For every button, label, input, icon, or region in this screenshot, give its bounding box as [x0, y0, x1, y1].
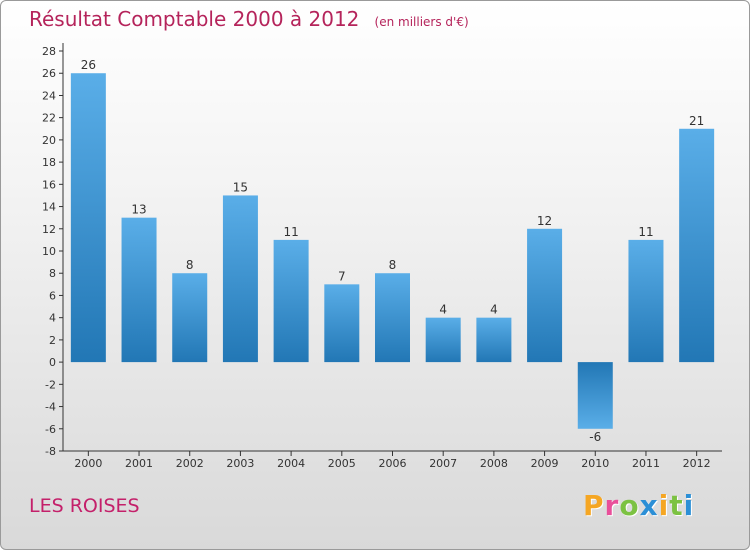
y-tick-label: -8 [45, 445, 56, 458]
bar [577, 362, 613, 429]
data-label: 4 [439, 303, 447, 317]
data-label: 11 [283, 225, 298, 239]
y-tick-label: 0 [49, 356, 56, 369]
y-tick-label: 14 [42, 201, 56, 214]
data-label: -6 [589, 430, 601, 444]
y-tick-label: 22 [42, 112, 56, 125]
data-label: 8 [186, 258, 194, 272]
logo-letter: r [604, 489, 620, 522]
y-tick-label: -6 [45, 423, 56, 436]
chart-unit-label: (en milliers d'€) [374, 15, 469, 29]
data-label: 11 [638, 225, 653, 239]
bar [121, 217, 157, 363]
y-tick-label: -2 [45, 378, 56, 391]
data-label: 21 [689, 114, 704, 128]
x-tick-label: 2003 [226, 457, 254, 470]
x-tick-label: 2001 [125, 457, 153, 470]
data-label: 7 [338, 269, 346, 283]
data-label: 15 [233, 180, 248, 194]
x-tick-label: 2008 [480, 457, 508, 470]
bar [425, 317, 461, 363]
bar [476, 317, 512, 363]
y-tick-label: 28 [42, 45, 56, 58]
bar [324, 284, 360, 363]
logo-letter: x [639, 489, 659, 522]
x-tick-label: 2006 [379, 457, 407, 470]
data-label: 8 [389, 258, 397, 272]
bar [222, 195, 258, 363]
y-tick-label: -4 [45, 401, 56, 414]
y-tick-label: 24 [42, 89, 56, 102]
data-label: 4 [490, 303, 498, 317]
bar [679, 128, 715, 363]
x-tick-label: 2005 [328, 457, 356, 470]
x-tick-label: 2000 [74, 457, 102, 470]
bar [375, 273, 410, 363]
y-tick-label: 16 [42, 178, 56, 191]
x-tick-label: 2004 [277, 457, 305, 470]
x-tick-label: 2009 [531, 457, 559, 470]
y-tick-label: 10 [42, 245, 56, 258]
y-tick-label: 20 [42, 134, 56, 147]
y-tick-label: 2 [49, 334, 56, 347]
x-tick-label: 2002 [176, 457, 204, 470]
logo-letter: P [583, 489, 605, 522]
chart-title: Résultat Comptable 2000 à 2012 [29, 7, 360, 31]
x-tick-label: 2010 [581, 457, 609, 470]
logo-letter: i [683, 489, 695, 522]
chart-title-block: Résultat Comptable 2000 à 2012 (en milli… [29, 7, 469, 31]
y-tick-label: 26 [42, 67, 56, 80]
logo-letter: o [619, 489, 640, 522]
x-tick-label: 2011 [632, 457, 660, 470]
y-tick-label: 6 [49, 289, 56, 302]
bar [527, 228, 563, 363]
y-tick-label: 18 [42, 156, 56, 169]
commune-name: LES ROISES [29, 495, 140, 517]
bar [628, 239, 664, 363]
y-tick-label: 12 [42, 223, 56, 236]
bar [70, 73, 106, 363]
data-label: 13 [131, 203, 146, 217]
x-tick-label: 2007 [429, 457, 457, 470]
y-tick-label: 4 [49, 312, 56, 325]
logo-letter: t [669, 489, 684, 522]
bar [172, 273, 208, 363]
data-label: 26 [81, 58, 96, 72]
x-tick-label: 2012 [683, 457, 711, 470]
data-label: 12 [537, 214, 552, 228]
logo-letter: i [658, 489, 670, 522]
y-tick-label: 8 [49, 267, 56, 280]
bar [273, 239, 309, 363]
proxiti-logo: Proxiti [583, 489, 694, 522]
